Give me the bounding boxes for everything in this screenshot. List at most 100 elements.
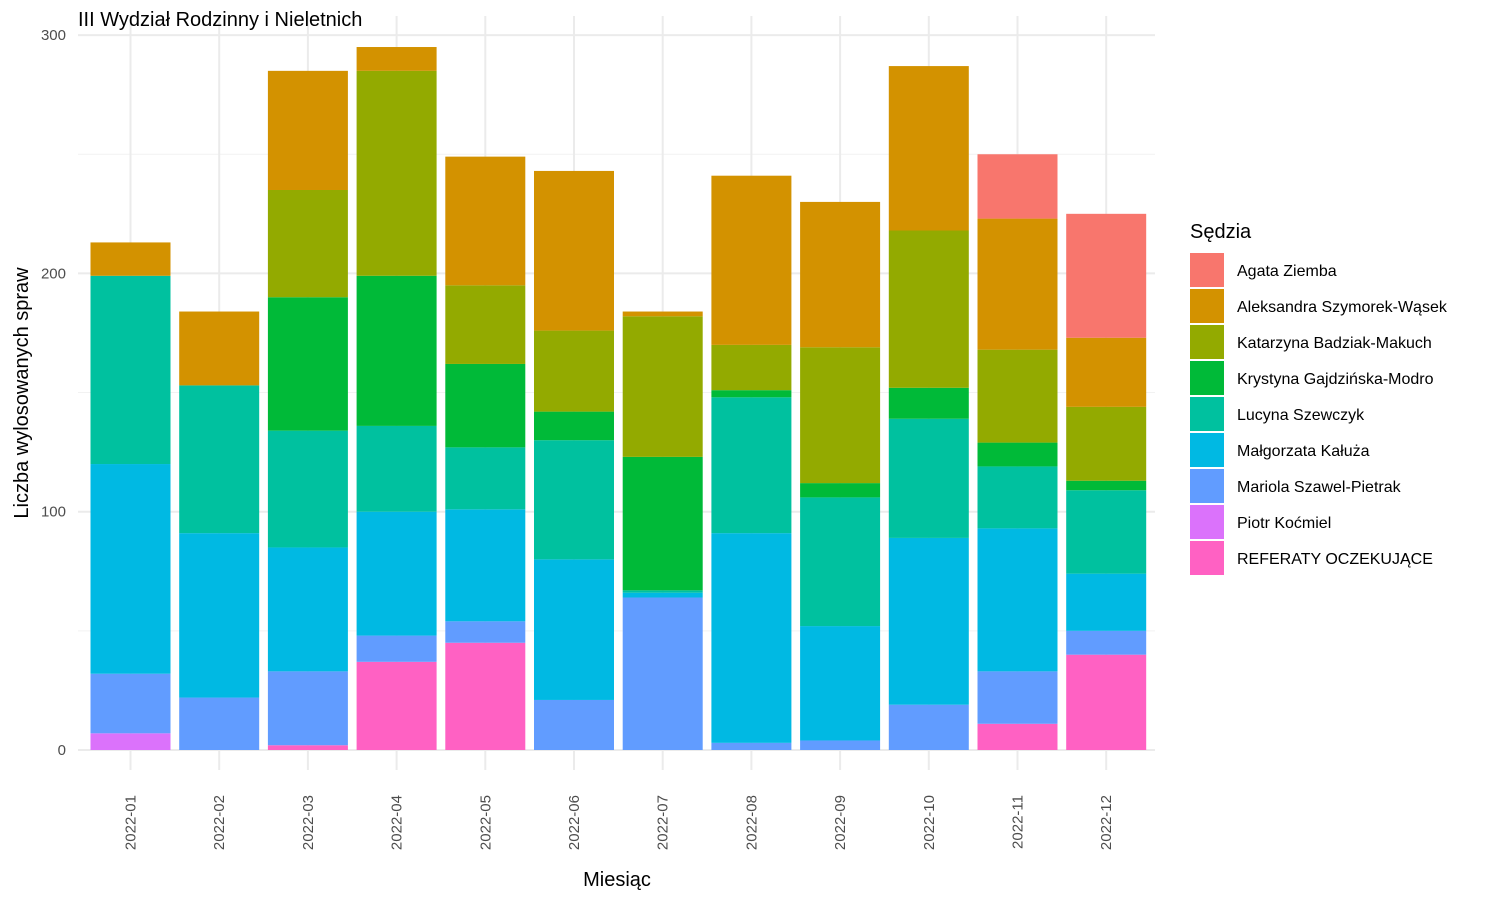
bar-segment-2022-10-2 <box>888 230 969 388</box>
bar-segment-2022-05-8 <box>445 642 526 750</box>
bar-segment-2022-06-2 <box>534 330 614 412</box>
bar-segment-2022-06-3 <box>534 411 614 441</box>
bar-segment-2022-12-2 <box>1066 406 1147 481</box>
bar-segment-2022-06-4 <box>534 440 614 560</box>
legend-label: Lucyna Szewczyk <box>1237 407 1365 424</box>
legend-label: Mariola Szawel-Pietrak <box>1237 479 1402 496</box>
bar-segment-2022-11-2 <box>977 349 1058 443</box>
bar-segment-2022-06-1 <box>534 170 614 331</box>
x-tick-label: 2022-07 <box>655 795 672 850</box>
bar-segment-2022-10-4 <box>888 418 969 538</box>
bar-segment-2022-07-3 <box>622 456 703 591</box>
bar-segment-2022-02-6 <box>179 697 260 750</box>
bar-segment-2022-09-3 <box>800 483 881 498</box>
bar-segment-2022-05-3 <box>445 363 526 448</box>
bar-segment-2022-11-4 <box>977 466 1058 529</box>
bar-segment-2022-05-1 <box>445 156 526 286</box>
bar-segment-2022-02-5 <box>179 533 260 698</box>
bar-segment-2022-03-5 <box>267 547 348 672</box>
x-tick-label: 2022-09 <box>832 795 849 850</box>
bar-segment-2022-05-6 <box>445 621 526 643</box>
legend-title: Sędzia <box>1190 221 1252 243</box>
y-tick-label: 300 <box>41 27 66 44</box>
bar-segment-2022-04-8 <box>356 661 437 750</box>
bar-segment-2022-06-5 <box>534 559 614 700</box>
bar-segment-2022-08-5 <box>711 533 792 743</box>
bar-segment-2022-12-4 <box>1066 490 1147 574</box>
bar-segment-2022-05-4 <box>445 447 526 510</box>
bar-segment-2022-11-6 <box>977 671 1058 724</box>
legend: Agata Ziemba Aleksandra Szymorek-Wąsek Kat… <box>1190 253 1448 575</box>
bar-segment-2022-10-6 <box>888 704 969 750</box>
y-tick-label: 200 <box>41 265 66 282</box>
x-tick-label: 2022-05 <box>477 795 494 850</box>
legend-label: REFERATY OCZEKUJĄCE <box>1237 551 1433 568</box>
x-tick-label: 2022-04 <box>389 795 406 850</box>
bar-segment-2022-05-5 <box>445 509 526 622</box>
bar-segment-2022-11-3 <box>977 442 1058 467</box>
bar-segment-2022-10-3 <box>888 387 969 419</box>
bar-segment-2022-10-5 <box>888 537 969 705</box>
x-tick-label: 2022-08 <box>743 795 760 850</box>
bar-segment-2022-04-5 <box>356 511 437 636</box>
bar-segment-2022-06-6 <box>534 699 614 750</box>
bar-segment-2022-05-2 <box>445 285 526 364</box>
bar-segment-2022-12-8 <box>1066 654 1147 750</box>
legend-swatch <box>1190 505 1224 539</box>
legend-swatch <box>1190 469 1224 503</box>
x-tick-label: 2022-01 <box>123 795 140 850</box>
legend-swatch <box>1190 433 1224 467</box>
bar-segment-2022-11-1 <box>977 218 1058 350</box>
x-tick-label: 2022-11 <box>1010 795 1027 849</box>
bar-segment-2022-08-1 <box>711 175 792 345</box>
bar-segment-2022-03-8 <box>267 745 348 750</box>
bar-segment-2022-02-1 <box>179 311 260 386</box>
bar-segment-2022-10-1 <box>888 66 969 231</box>
bar-segment-2022-03-1 <box>267 70 348 190</box>
x-tick-label: 2022-02 <box>211 795 228 850</box>
bar-segment-2022-03-6 <box>267 671 348 746</box>
legend-label: Agata Ziemba <box>1237 263 1337 280</box>
legend-swatch <box>1190 541 1224 575</box>
y-axis-ticks: 0 100 200 300 <box>41 27 66 759</box>
y-axis-title: Liczba wylosowanych spraw <box>11 267 33 519</box>
bar-segment-2022-07-6 <box>622 597 703 750</box>
bar-segment-2022-02-4 <box>179 385 260 534</box>
bar-segment-2022-08-2 <box>711 344 792 391</box>
legend-label: Piotr Koćmiel <box>1237 515 1331 532</box>
bar-segment-2022-03-2 <box>267 189 348 298</box>
bar-segment-2022-12-3 <box>1066 480 1147 491</box>
x-tick-label: 2022-03 <box>300 795 317 850</box>
bar-segment-2022-11-5 <box>977 528 1058 672</box>
legend-swatch <box>1190 361 1224 395</box>
y-tick-label: 0 <box>58 742 66 759</box>
bar-segment-2022-04-6 <box>356 635 437 662</box>
bar-segment-2022-01-5 <box>90 464 171 674</box>
bar-segment-2022-09-1 <box>800 201 881 348</box>
legend-swatch <box>1190 289 1224 323</box>
bar-segment-2022-09-4 <box>800 497 881 627</box>
legend-label: Aleksandra Szymorek-Wąsek <box>1237 299 1448 316</box>
bar-segment-2022-08-3 <box>711 390 792 398</box>
bar-segment-2022-12-6 <box>1066 630 1147 655</box>
bar-segment-2022-01-6 <box>90 673 171 734</box>
x-axis-ticks: 2022-01 2022-02 2022-03 2022-04 2022-05 2022-… <box>123 795 1116 850</box>
legend-label: Małgorzata Kałuża <box>1237 443 1370 460</box>
bar-segment-2022-03-4 <box>267 430 348 548</box>
bar-segment-2022-08-4 <box>711 397 792 534</box>
bar-segment-2022-12-0 <box>1066 213 1147 338</box>
legend-swatch <box>1190 253 1224 287</box>
y-tick-label: 100 <box>41 504 66 521</box>
legend-label: Krystyna Gajdzińska-Modro <box>1237 371 1434 388</box>
bar-segment-2022-01-7 <box>90 733 171 750</box>
bar-segment-2022-09-5 <box>800 626 881 741</box>
x-tick-label: 2022-10 <box>921 795 938 850</box>
bar-segment-2022-04-2 <box>356 70 437 276</box>
bar-segment-2022-01-4 <box>90 275 171 465</box>
bar-segment-2022-11-8 <box>977 723 1058 750</box>
x-tick-label: 2022-06 <box>566 795 583 850</box>
bar-segment-2022-01-1 <box>90 242 171 276</box>
bar-segment-2022-03-3 <box>267 297 348 431</box>
bar-segment-2022-07-5 <box>622 592 703 598</box>
